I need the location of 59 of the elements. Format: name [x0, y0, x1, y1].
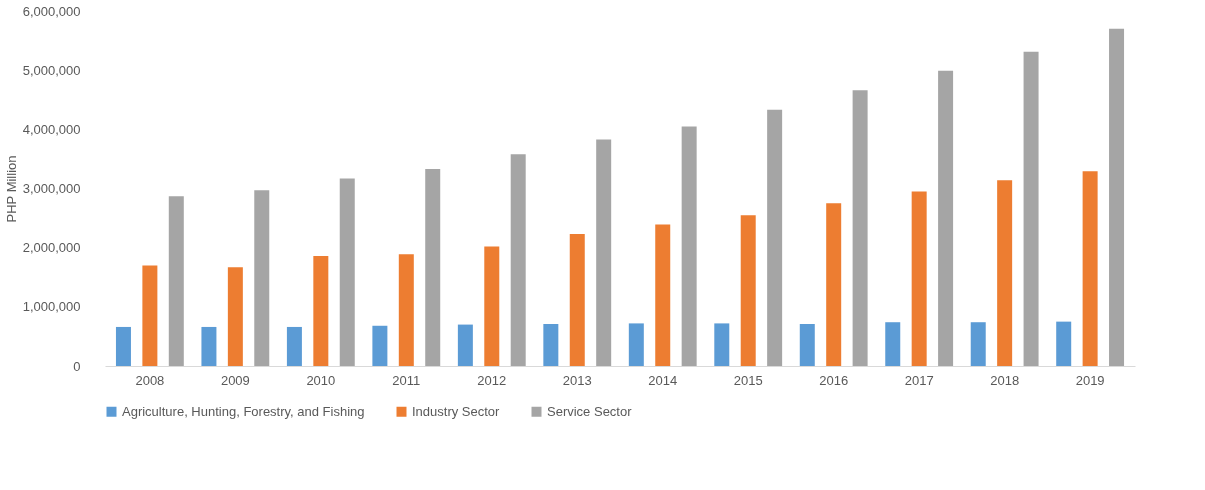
- y-tick-label: 5,000,000: [22, 62, 81, 78]
- x-tick-label: 2015: [733, 372, 763, 388]
- legend-label: Industry Sector: [412, 403, 501, 419]
- legend-label: Service Sector: [547, 403, 633, 419]
- bar: [425, 168, 441, 366]
- bar: [168, 196, 184, 366]
- bar: [655, 224, 671, 366]
- x-tick-label: 2017: [904, 372, 934, 388]
- bar: [286, 326, 302, 366]
- bar: [1109, 28, 1125, 366]
- bar: [115, 326, 131, 366]
- bar: [681, 126, 697, 366]
- bar: [339, 178, 355, 366]
- y-tick-label: 3,000,000: [22, 181, 81, 196]
- bar: [201, 326, 217, 366]
- x-tick-label: 2016: [819, 372, 849, 388]
- x-tick-label: 2009: [220, 372, 250, 388]
- bar: [227, 267, 243, 366]
- bar: [767, 109, 783, 366]
- y-tick-label: 2,000,000: [22, 240, 81, 256]
- y-tick-label: 0: [73, 358, 81, 374]
- x-tick-label: 2019: [1075, 372, 1105, 388]
- legend-label: Agriculture, Hunting, Forestry, and Fishing: [122, 403, 365, 419]
- bar: [938, 70, 954, 366]
- bar: [543, 323, 559, 366]
- bar: [1056, 321, 1072, 366]
- y-axis-title: PHP Million: [3, 155, 19, 223]
- bar: [313, 255, 329, 366]
- x-tick-label: 2008: [135, 372, 165, 388]
- bar: [142, 265, 158, 366]
- bar: [510, 154, 526, 366]
- bar: [852, 90, 868, 366]
- x-tick-label: 2012: [477, 372, 507, 388]
- bar: [970, 322, 986, 366]
- x-tick-label: 2011: [392, 372, 421, 388]
- bar: [484, 246, 500, 366]
- y-tick-label: 1,000,000: [22, 299, 81, 315]
- x-tick-label: 2013: [562, 372, 592, 388]
- bar: [457, 324, 473, 366]
- y-tick-label: 4,000,000: [22, 121, 81, 137]
- bar: [1023, 51, 1039, 366]
- x-tick-label: 2014: [648, 372, 678, 388]
- bar: [826, 203, 842, 366]
- bar: [254, 190, 270, 366]
- x-tick-label: 2010: [306, 372, 336, 388]
- bar: [740, 215, 756, 366]
- bar: [569, 234, 585, 366]
- bar: [997, 180, 1013, 366]
- bar: [398, 254, 414, 366]
- bar: [596, 139, 612, 366]
- bar: [885, 322, 901, 366]
- bar: [628, 323, 644, 366]
- bar: [372, 325, 388, 366]
- bar: [714, 323, 730, 366]
- y-tick-label: 6,000,000: [22, 3, 81, 19]
- bar: [799, 323, 815, 366]
- bar: [1082, 171, 1098, 366]
- x-tick-label: 2018: [990, 372, 1020, 388]
- bar: [911, 191, 927, 366]
